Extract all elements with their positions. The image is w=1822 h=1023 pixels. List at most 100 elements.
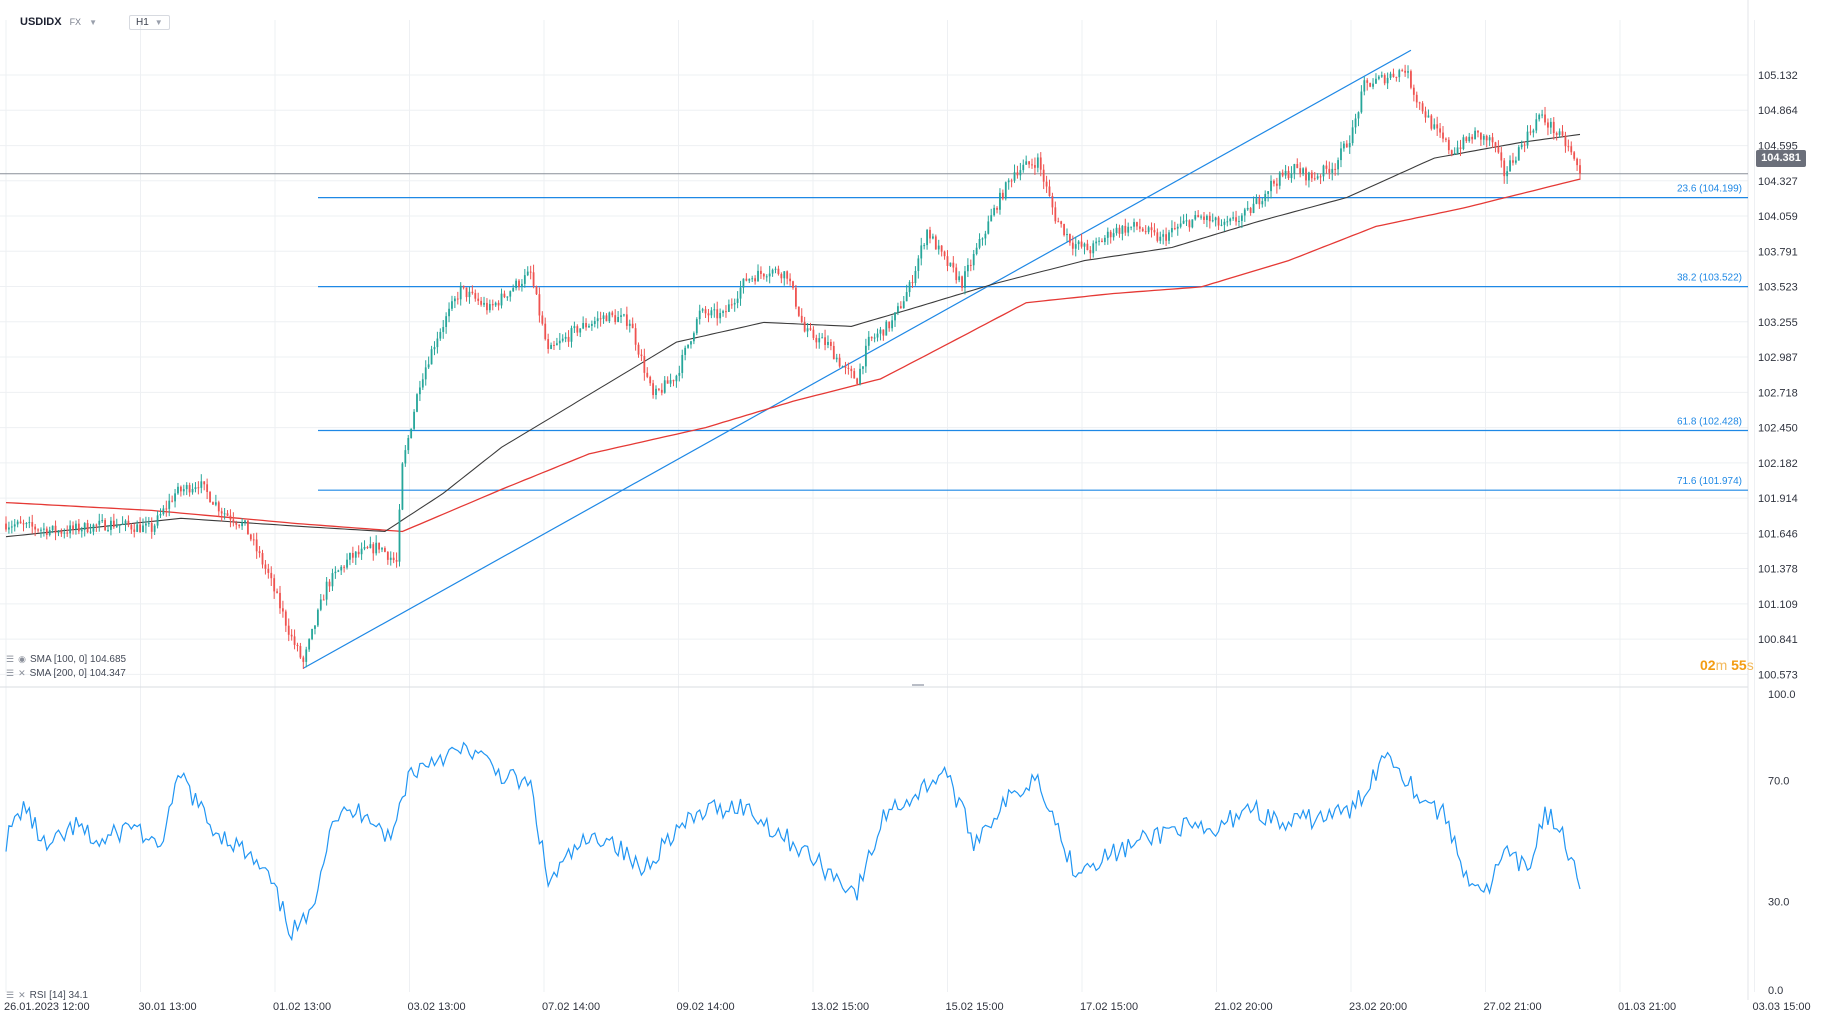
candle[interactable] [174, 488, 176, 508]
candle[interactable] [719, 308, 722, 324]
candle[interactable] [553, 340, 555, 350]
candle[interactable] [1319, 174, 1322, 185]
symbol-label[interactable]: USDIDX [20, 16, 62, 28]
candle[interactable] [1095, 237, 1098, 252]
candle[interactable] [882, 329, 885, 341]
candle[interactable] [929, 226, 931, 244]
candle[interactable] [54, 520, 57, 541]
candle[interactable] [628, 319, 631, 333]
candle[interactable] [1310, 170, 1313, 183]
candle[interactable] [996, 206, 998, 214]
candle[interactable] [331, 568, 334, 591]
candle[interactable] [1535, 113, 1538, 134]
candle[interactable] [570, 325, 573, 348]
candle[interactable] [1243, 207, 1246, 222]
timeframe-select[interactable]: H1 ▼ [129, 14, 170, 30]
candle[interactable] [340, 565, 343, 576]
candle[interactable] [404, 445, 407, 467]
candle[interactable] [398, 503, 401, 567]
candle[interactable] [424, 360, 427, 386]
candle[interactable] [515, 278, 517, 291]
candle[interactable] [751, 275, 754, 282]
candle[interactable] [975, 243, 978, 256]
candle[interactable] [293, 629, 296, 650]
candle[interactable] [276, 588, 278, 594]
candle[interactable] [1031, 158, 1033, 169]
candle[interactable] [716, 301, 719, 326]
candle[interactable] [1077, 240, 1080, 250]
candle[interactable] [413, 409, 415, 431]
candle[interactable] [22, 519, 25, 532]
candle[interactable] [98, 513, 101, 532]
candle[interactable] [1121, 225, 1124, 241]
candle[interactable] [812, 326, 815, 341]
candle[interactable] [1287, 166, 1290, 180]
candle[interactable] [847, 362, 850, 375]
candle[interactable] [797, 306, 800, 318]
candle[interactable] [1133, 218, 1135, 233]
candle[interactable] [1118, 224, 1121, 238]
candle[interactable] [596, 311, 599, 329]
candle[interactable] [1034, 157, 1036, 175]
candle[interactable] [1229, 217, 1232, 226]
candle[interactable] [593, 316, 596, 328]
candle[interactable] [1106, 227, 1109, 245]
candle[interactable] [1223, 218, 1226, 232]
candle[interactable] [1001, 189, 1004, 201]
candle[interactable] [177, 482, 179, 495]
candle[interactable] [1529, 125, 1532, 136]
candle[interactable] [1071, 235, 1074, 256]
candle[interactable] [1334, 163, 1337, 176]
list-icon[interactable]: ☰ [6, 668, 15, 678]
candle[interactable] [1538, 113, 1541, 122]
candle[interactable] [191, 483, 194, 495]
candle[interactable] [538, 287, 541, 323]
candle[interactable] [1182, 214, 1185, 225]
candle[interactable] [1153, 223, 1156, 236]
candle[interactable] [870, 336, 873, 342]
candle[interactable] [1564, 131, 1567, 153]
candle[interactable] [401, 462, 404, 511]
candle[interactable] [1278, 171, 1281, 190]
candle[interactable] [576, 324, 579, 337]
candle[interactable] [946, 250, 949, 272]
candle[interactable] [430, 345, 433, 365]
candle[interactable] [1036, 153, 1039, 173]
candle[interactable] [920, 237, 923, 266]
candle[interactable] [51, 525, 54, 533]
candle[interactable] [1016, 165, 1019, 179]
candle[interactable] [436, 331, 439, 354]
candle[interactable] [357, 545, 360, 558]
candle[interactable] [876, 328, 879, 342]
candle[interactable] [1404, 64, 1407, 77]
candle[interactable] [378, 542, 380, 554]
candle[interactable] [506, 296, 509, 301]
candle[interactable] [672, 379, 675, 387]
candle[interactable] [197, 481, 200, 495]
trendline-segment[interactable] [303, 49, 1412, 669]
candle[interactable] [1549, 117, 1552, 135]
candle[interactable] [736, 291, 739, 309]
candle[interactable] [1252, 196, 1255, 214]
candle[interactable] [1194, 210, 1197, 221]
candle[interactable] [127, 515, 130, 528]
candle[interactable] [1395, 76, 1398, 82]
candle[interactable] [722, 309, 724, 317]
candle[interactable] [710, 307, 713, 319]
candle[interactable] [223, 508, 226, 520]
candle[interactable] [856, 377, 859, 385]
candle[interactable] [349, 552, 351, 566]
candle[interactable] [369, 536, 372, 549]
candle[interactable] [145, 516, 147, 534]
candle[interactable] [850, 365, 853, 379]
candle[interactable] [171, 495, 174, 503]
candle[interactable] [523, 268, 526, 288]
candle[interactable] [328, 579, 331, 592]
candle[interactable] [1103, 235, 1106, 246]
candle[interactable] [273, 574, 276, 599]
candle[interactable] [209, 490, 211, 503]
trendline[interactable] [303, 49, 1412, 669]
candle[interactable] [1369, 82, 1372, 88]
candle[interactable] [1561, 125, 1564, 137]
candle[interactable] [547, 333, 550, 354]
